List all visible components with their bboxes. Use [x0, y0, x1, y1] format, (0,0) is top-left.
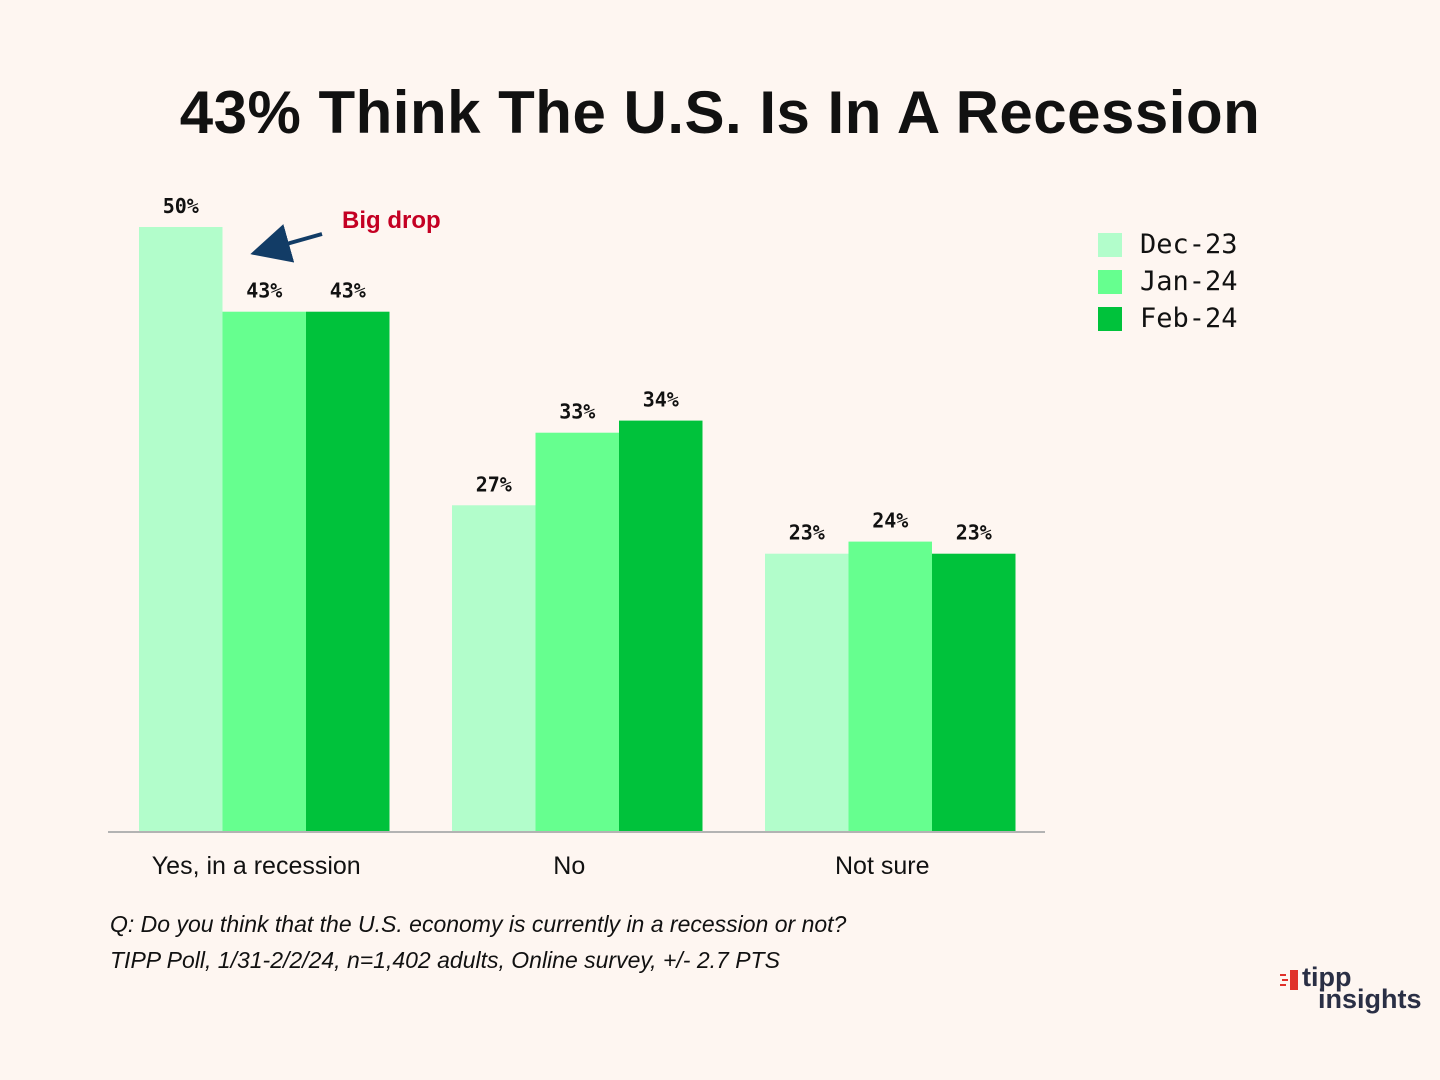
bar-yes-in-a-recession-dec-23	[139, 227, 223, 832]
legend-item-dec-23: Dec-23	[1098, 226, 1238, 263]
data-label-no-feb-24: 34%	[643, 388, 679, 412]
footnote: Q: Do you think that the U.S. economy is…	[110, 906, 846, 978]
annotation-arrow	[250, 224, 323, 263]
bar-yes-in-a-recession-jan-24	[222, 311, 306, 832]
chart-title: 43% Think The U.S. Is In A Recession	[179, 79, 1261, 146]
footnote-source: TIPP Poll, 1/31-2/2/24, n=1,402 adults, …	[110, 947, 780, 973]
legend-label-jan-24: Jan-24	[1140, 266, 1238, 297]
bar-not-sure-jan-24	[848, 541, 932, 832]
legend-item-feb-24: Feb-24	[1098, 300, 1238, 337]
legend-item-jan-24: Jan-24	[1098, 263, 1238, 300]
bar-no-feb-24	[619, 420, 703, 832]
bar-no-jan-24	[535, 432, 619, 832]
footnote-question: Q: Do you think that the U.S. economy is…	[110, 911, 847, 937]
data-label-not-sure-jan-24: 24%	[872, 509, 908, 533]
category-label-yes-in-a-recession: Yes, in a recession	[152, 852, 361, 880]
data-label-not-sure-dec-23: 23%	[789, 521, 825, 545]
bar-not-sure-dec-23	[765, 553, 849, 832]
bar-yes-in-a-recession-feb-24	[306, 311, 390, 832]
legend: Dec-23 Jan-24 Feb-24	[1098, 226, 1238, 337]
data-label-no-dec-23: 27%	[476, 472, 512, 496]
tipp-insights-logo: tipp insights	[1280, 962, 1430, 1022]
big-drop-annotation: Big drop	[250, 207, 441, 263]
bar-no-dec-23	[452, 505, 536, 832]
data-label-yes-in-a-recession-jan-24: 43%	[246, 279, 282, 303]
logo-text-insights: insights	[1318, 984, 1422, 1014]
data-label-yes-in-a-recession-feb-24: 43%	[330, 279, 366, 303]
legend-swatch-jan-24	[1098, 269, 1122, 294]
data-label-yes-in-a-recession-dec-23: 50%	[163, 194, 199, 218]
bar-not-sure-feb-24	[932, 553, 1016, 832]
legend-label-feb-24: Feb-24	[1140, 303, 1238, 334]
category-label-not-sure: Not sure	[835, 852, 929, 880]
category-label-no: No	[553, 852, 585, 880]
annotation-text: Big drop	[342, 207, 441, 234]
legend-swatch-dec-23	[1098, 232, 1122, 257]
logo-text-tipp: tipp	[1302, 962, 1352, 992]
legend-swatch-feb-24	[1098, 306, 1122, 331]
legend-label-dec-23: Dec-23	[1140, 229, 1238, 260]
data-label-no-jan-24: 33%	[559, 400, 595, 424]
data-label-not-sure-feb-24: 23%	[956, 521, 992, 545]
logo-mark-icon	[1280, 970, 1298, 990]
